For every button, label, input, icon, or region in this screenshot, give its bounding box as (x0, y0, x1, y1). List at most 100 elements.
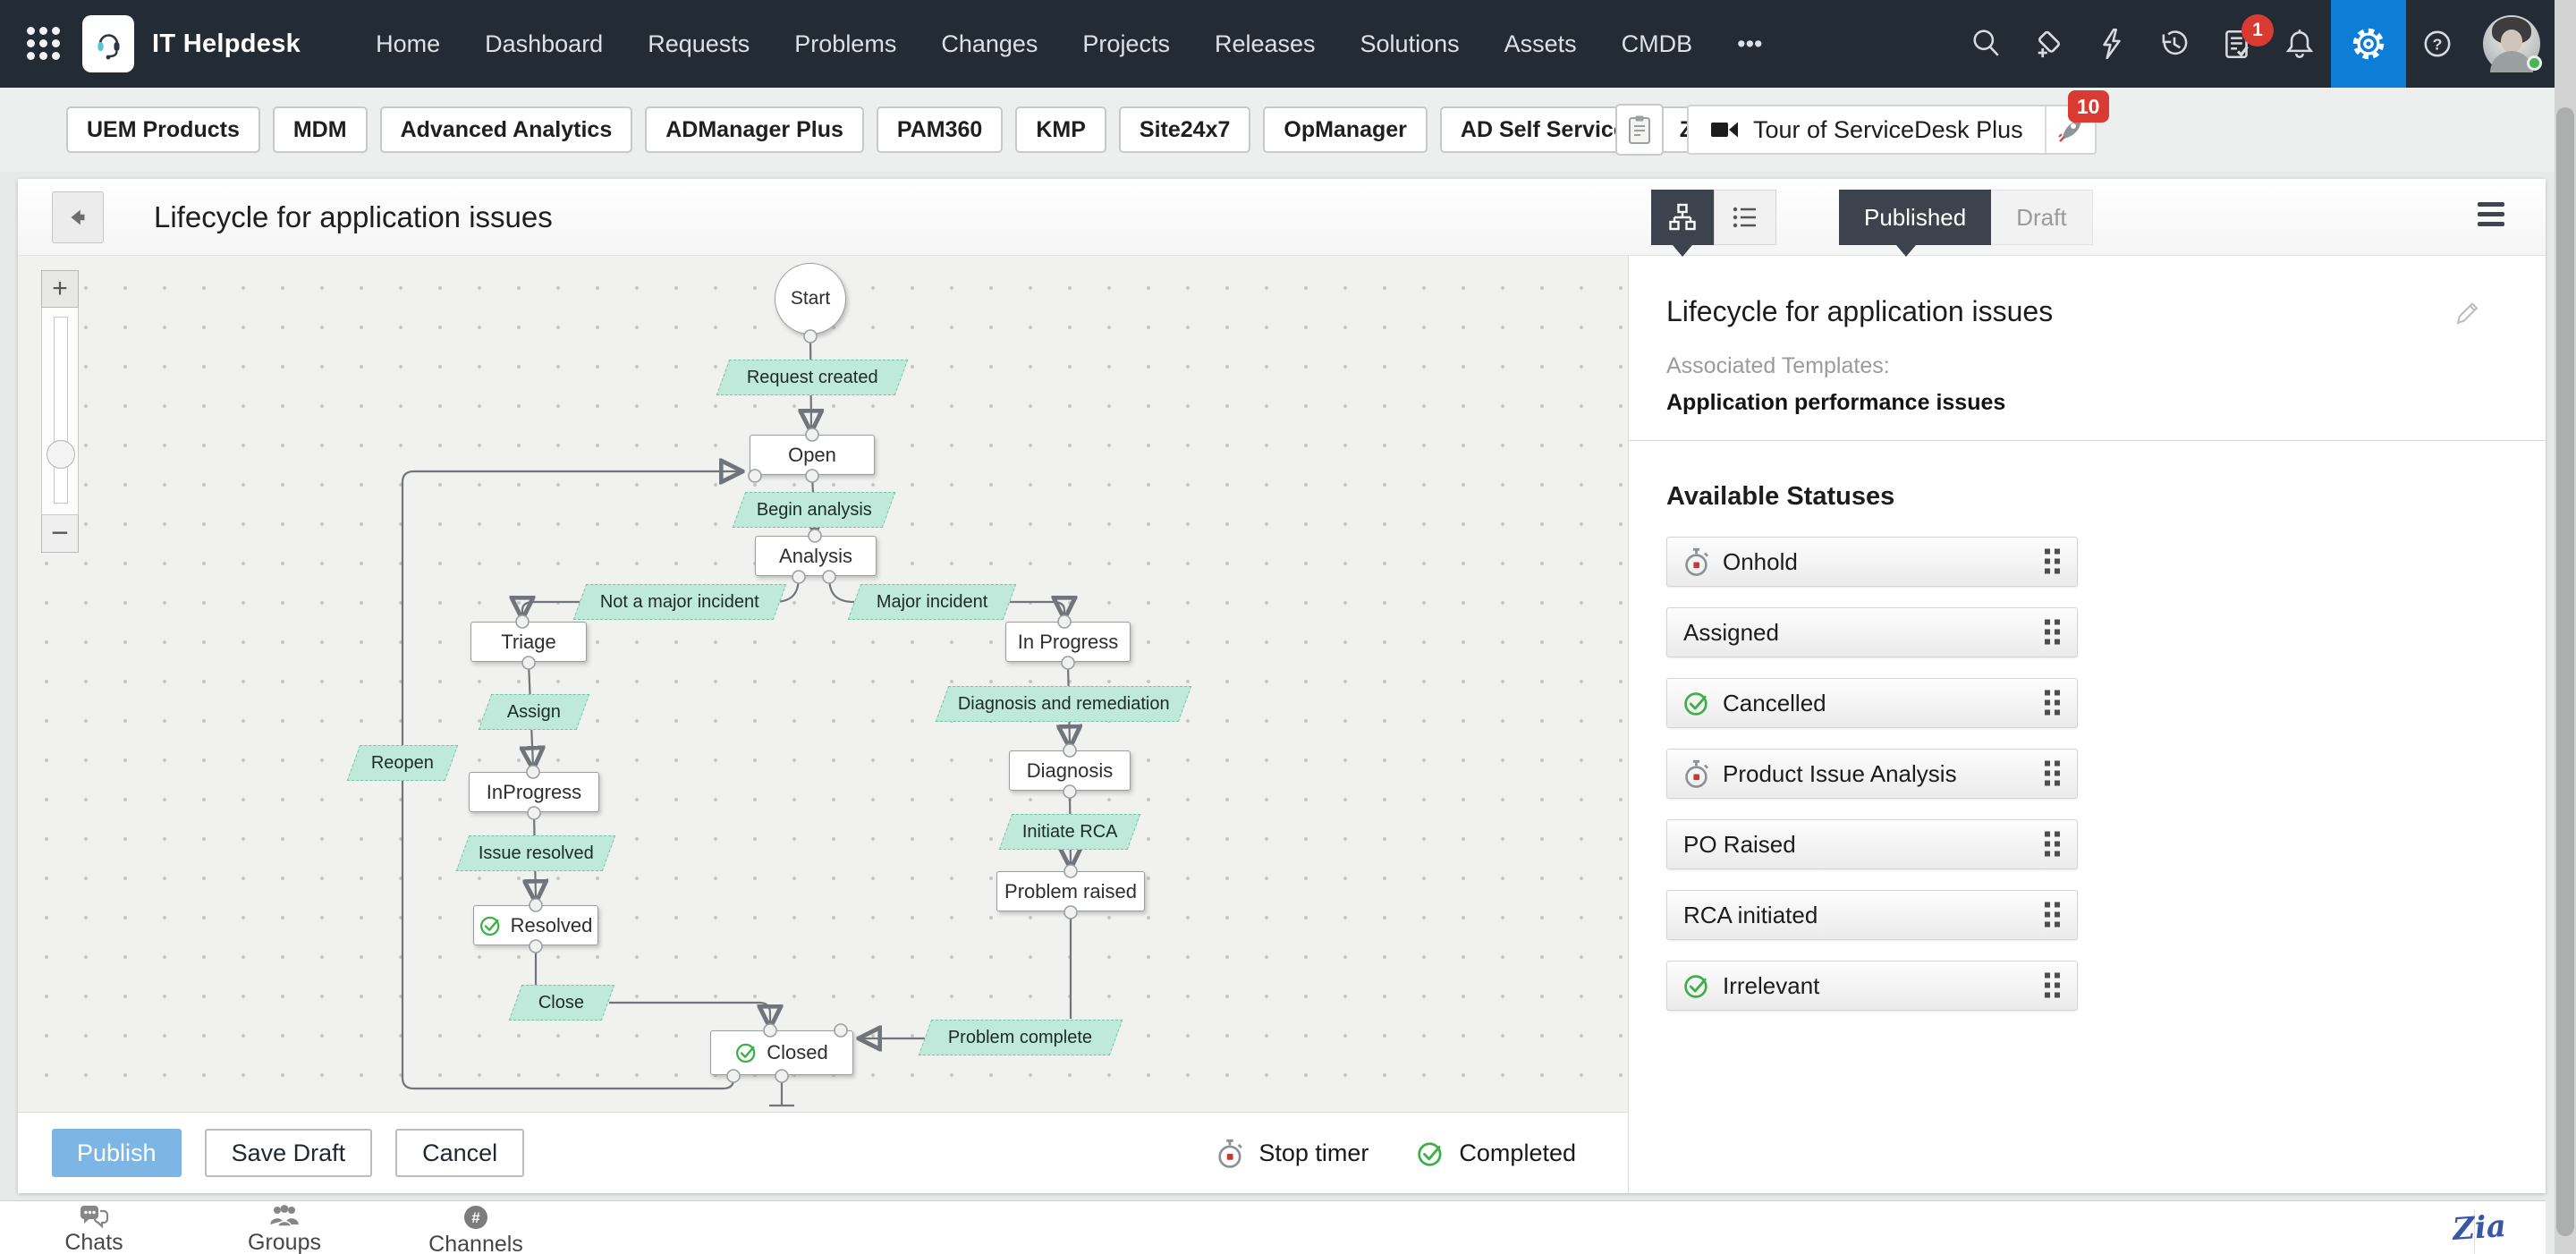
drag-handle-icon[interactable] (2045, 760, 2061, 787)
status-item[interactable]: Product Issue Analysis (1666, 749, 2078, 799)
groups-button[interactable]: Groups (208, 1205, 360, 1254)
list-icon (1733, 207, 1756, 228)
product-tab[interactable]: MDM (272, 106, 368, 153)
product-tab[interactable]: UEM Products (66, 106, 260, 153)
drag-handle-icon[interactable] (2045, 690, 2061, 716)
status-item[interactable]: Assigned (1666, 607, 2078, 657)
product-tab[interactable]: Site24x7 (1118, 106, 1251, 153)
back-button[interactable] (52, 191, 104, 243)
flow-node-problem-raised[interactable]: Problem raised (996, 871, 1145, 911)
flow-node-diagnosis[interactable]: Diagnosis (1009, 750, 1131, 791)
flow-node-in-progress[interactable]: In Progress (1005, 622, 1131, 662)
window-scrollbar-thumb[interactable] (2556, 107, 2574, 1236)
canvas-zoom-control: + − (41, 270, 79, 553)
product-tab[interactable]: AD Self Service (1439, 106, 1647, 153)
nav-item[interactable]: Problems (794, 30, 897, 57)
flow-node-reopen[interactable]: Reopen (346, 745, 459, 781)
flow-node-open[interactable]: Open (750, 435, 875, 475)
quick-actions-icon[interactable] (2080, 13, 2143, 75)
flow-node-analysis[interactable]: Analysis (755, 536, 877, 576)
flow-node-triage[interactable]: Triage (470, 622, 587, 662)
history-icon[interactable] (2143, 13, 2206, 75)
zoom-out-button[interactable]: − (41, 515, 79, 553)
flow-node-problem-complete[interactable]: Problem complete (918, 1020, 1123, 1055)
list-view-button[interactable] (1714, 190, 1776, 245)
nav-item[interactable]: CMDB (1621, 30, 1693, 57)
help-icon[interactable]: ? (2406, 13, 2469, 75)
flow-node-request-created[interactable]: Request created (716, 360, 909, 395)
product-tab[interactable]: OpManager (1263, 106, 1428, 153)
save-draft-button[interactable]: Save Draft (204, 1129, 373, 1177)
tab-published[interactable]: Published (1839, 190, 1992, 245)
search-icon[interactable] (1955, 13, 2018, 75)
flow-node-initiate-rca[interactable]: Initiate RCA (998, 814, 1141, 850)
tab-draft[interactable]: Draft (1991, 190, 2093, 245)
product-tab[interactable]: KMP (1015, 106, 1106, 153)
status-item[interactable]: Cancelled (1666, 678, 2078, 728)
flow-node-not-a-major-incident[interactable]: Not a major incident (572, 584, 787, 620)
flow-node-major-incident[interactable]: Major incident (847, 584, 1017, 620)
product-tab[interactable]: Advanced Analytics (379, 106, 633, 153)
zoom-slider[interactable] (41, 308, 79, 515)
associated-template-name[interactable]: Application performance issues (1666, 390, 2006, 415)
flow-node-label: Diagnosis (1026, 758, 1114, 782)
zoom-slider-thumb[interactable] (47, 440, 75, 469)
flow-node-start[interactable]: Start (775, 263, 846, 335)
product-tab[interactable]: ADManager Plus (645, 106, 864, 153)
app-grid-icon[interactable] (27, 27, 61, 61)
flow-node-closed[interactable]: Closed (710, 1030, 853, 1075)
topbar-actions: 1 ? (1955, 0, 2542, 88)
status-item[interactable]: Irrelevant (1666, 961, 2078, 1011)
flow-node-issue-resolved[interactable]: Issue resolved (455, 835, 616, 871)
flow-node-begin-analysis[interactable]: Begin analysis (732, 492, 896, 528)
zoom-in-button[interactable]: + (41, 270, 79, 308)
nav-item[interactable]: ••• (1737, 30, 1763, 57)
status-item[interactable]: RCA initiated (1666, 890, 2078, 940)
drag-handle-icon[interactable] (2045, 902, 2061, 928)
nav-item[interactable]: Dashboard (485, 30, 604, 57)
top-nav-bar: IT Helpdesk Home Dashboard Requests Problem… (0, 0, 2576, 88)
window-scrollbar-track[interactable] (2555, 0, 2576, 1254)
chats-button[interactable]: Chats (18, 1205, 170, 1254)
user-avatar[interactable] (2483, 15, 2542, 72)
flow-node-inprogress[interactable]: InProgress (469, 772, 599, 812)
settings-gear-icon[interactable] (2331, 0, 2406, 88)
status-item[interactable]: PO Raised (1666, 819, 2078, 869)
menu-icon[interactable] (2478, 202, 2504, 226)
nav-item[interactable]: Requests (648, 30, 750, 57)
drag-handle-icon[interactable] (2045, 972, 2061, 999)
nav-item[interactable]: Assets (1504, 30, 1577, 57)
lifecycle-summary: Lifecycle for application issues Associa… (1629, 256, 2546, 441)
drag-handle-icon[interactable] (2045, 831, 2061, 858)
tour-button[interactable]: Tour of ServiceDesk Plus 10 (1687, 90, 2109, 155)
flow-node-diagnosis-and-remediation[interactable]: Diagnosis and remediation (935, 686, 1192, 722)
drag-handle-icon[interactable] (2045, 619, 2061, 646)
flowchart-view-button[interactable] (1651, 190, 1714, 245)
nav-item[interactable]: Solutions (1360, 30, 1460, 57)
zia-logo[interactable]: Zia (2451, 1207, 2508, 1249)
flow-node-close[interactable]: Close (508, 985, 615, 1021)
flowchart-canvas[interactable]: + − Start Reques (18, 255, 1628, 1112)
new-request-icon[interactable] (2018, 13, 2080, 75)
channels-button[interactable]: # Channels (400, 1205, 552, 1254)
flow-node-assign[interactable]: Assign (478, 694, 590, 730)
nav-item[interactable]: Home (376, 30, 441, 57)
nav-item[interactable]: Projects (1082, 30, 1170, 57)
publish-button[interactable]: Publish (52, 1129, 182, 1177)
cancel-button[interactable]: Cancel (395, 1129, 525, 1177)
status-item[interactable]: Onhold (1666, 537, 2078, 587)
flow-node-label: Problem raised (1004, 879, 1137, 902)
drag-handle-icon[interactable] (2045, 548, 2061, 575)
notifications-bell-icon[interactable] (2268, 13, 2331, 75)
tasks-icon[interactable]: 1 (2206, 13, 2274, 75)
nav-item[interactable]: Changes (941, 30, 1038, 57)
nav-item[interactable]: Releases (1214, 30, 1316, 57)
helpdesk-logo-icon[interactable] (82, 15, 134, 72)
product-tab[interactable]: PAM360 (876, 106, 1004, 153)
flow-node-resolved[interactable]: Resolved (473, 905, 598, 945)
page-title: Lifecycle for application issues (154, 199, 553, 233)
edit-pencil-icon[interactable] (2453, 299, 2481, 332)
flow-node-label: In Progress (1017, 630, 1119, 653)
clipboard-icon[interactable] (1615, 104, 1664, 156)
stop-timer-icon (1683, 547, 1711, 577)
